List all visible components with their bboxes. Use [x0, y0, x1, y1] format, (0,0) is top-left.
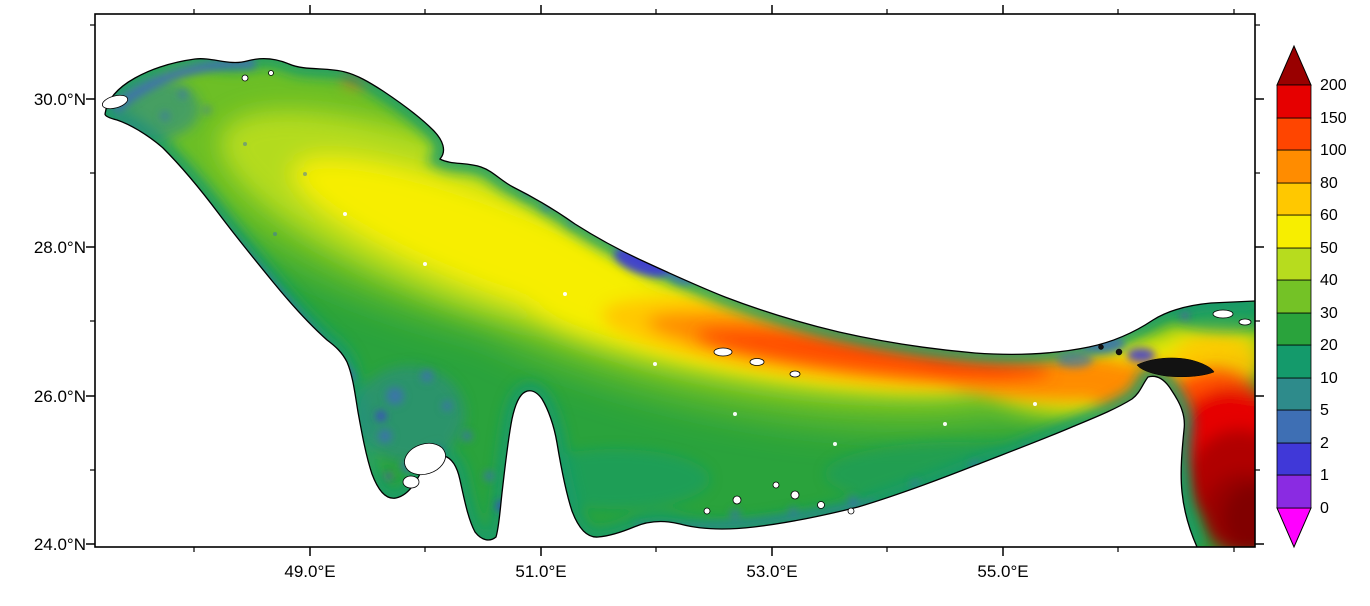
colorbar-band: [1276, 312, 1312, 346]
colorbar-tick-label: 1: [1320, 467, 1329, 484]
colorbar-band: [1276, 279, 1312, 314]
colorbar-tick-label: 100: [1320, 142, 1347, 159]
plot-frame: [94, 13, 1256, 548]
colorbar-band: [1276, 409, 1312, 444]
colorbar-tick-label: 2: [1320, 435, 1329, 452]
colorbar-tick-label: 80: [1320, 175, 1338, 192]
speckle-layer: [243, 142, 1037, 446]
colorbar-tick-label: 10: [1320, 370, 1338, 387]
x-tick-label: 49.0°E: [284, 562, 335, 581]
colorbar-tick-label: 150: [1320, 110, 1347, 127]
x-axis-ticks-top: [193, 5, 1235, 14]
dark-islands: [1098, 344, 1215, 378]
colorbar-tick-label: 30: [1320, 305, 1338, 322]
x-axis-ticks-bottom: [193, 547, 1235, 556]
colorbar-band: [1276, 149, 1312, 184]
colorbar-tick-label: 50: [1320, 240, 1338, 257]
colorbar-tick-label: 60: [1320, 207, 1338, 224]
colorbar-tick-label: 5: [1320, 402, 1329, 419]
colorbar-band: [1276, 247, 1312, 281]
colorbar-band: [1276, 214, 1312, 249]
colorbar-over-arrow: [1276, 44, 1312, 86]
colorbar: 0 1 2 5 10 20 30 40 50 60 80 100 150 200: [1276, 44, 1347, 549]
islands: [101, 70, 1252, 515]
y-tick-label: 30.0°N: [34, 90, 86, 109]
colorbar-tick-label: 0: [1320, 500, 1329, 517]
x-tick-label: 55.0°E: [977, 562, 1028, 581]
y-axis-ticks-left: [86, 24, 95, 545]
coastline: [104, 57, 1255, 547]
colorbar-band: [1276, 442, 1312, 476]
colorbar-band: [1276, 182, 1312, 216]
y-tick-label: 28.0°N: [34, 238, 86, 257]
colorbar-band: [1276, 474, 1312, 509]
colorbar-band: [1276, 84, 1312, 119]
x-tick-label: 51.0°E: [515, 562, 566, 581]
x-tick-label: 53.0°E: [746, 562, 797, 581]
y-axis-ticks-right: [1255, 24, 1264, 545]
y-tick-label: 24.0°N: [34, 535, 86, 554]
deep-red-layer: [1188, 430, 1255, 547]
colorbar-under-arrow: [1276, 507, 1312, 549]
colorbar-band: [1276, 344, 1312, 379]
colorbar-tick-label: 20: [1320, 337, 1338, 354]
colorbar-tick-label: 40: [1320, 272, 1338, 289]
colorbar-tick-label: 200: [1320, 77, 1347, 94]
colorbar-band: [1276, 117, 1312, 151]
colorbar-band: [1276, 377, 1312, 411]
y-tick-label: 26.0°N: [34, 387, 86, 406]
